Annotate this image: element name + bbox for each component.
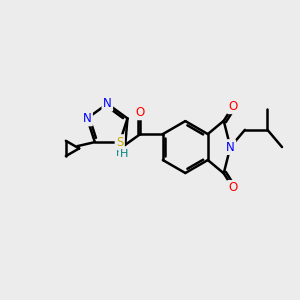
Text: O: O (136, 106, 145, 119)
Text: N: N (226, 141, 235, 154)
Text: H: H (116, 148, 124, 158)
Text: H: H (120, 149, 128, 159)
Text: N: N (103, 97, 112, 110)
Text: S: S (116, 136, 124, 148)
Text: N: N (83, 112, 92, 125)
Text: O: O (228, 100, 238, 113)
Text: O: O (228, 182, 238, 194)
